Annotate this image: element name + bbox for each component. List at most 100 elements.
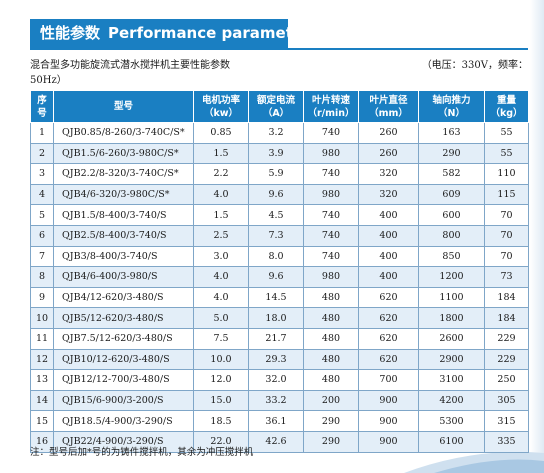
table-row: 4 QJB4/6-320/3-980C/S* 4.0 9.6 980 320 609 115	[30, 183, 529, 206]
table-cell: 5	[30, 204, 54, 226]
table-cell: 740	[303, 163, 359, 185]
table-row: 15 QJB18.5/4-900/3-290/S 18.5 36.1 290 900 530…	[30, 410, 529, 432]
caption-voltage-note: （电压：330V，频率：	[421, 60, 528, 71]
table-cell: QJB4/6-320/3-980C/S*	[53, 183, 194, 206]
table-cell: 320	[358, 183, 419, 206]
table-cell: 70	[484, 224, 529, 247]
table-cell: 3.9	[248, 142, 304, 165]
table-cell: 609	[418, 183, 485, 206]
table-cell: 7.5	[193, 327, 249, 350]
column-header-line2: （mm）	[369, 107, 408, 119]
table-row: 8 QJB4/6-400/3-980/S 4.0 9.6 980 400 1200 73	[30, 266, 529, 288]
table-cell: 18.5	[193, 410, 249, 432]
table-cell: 8	[30, 266, 54, 288]
table-row: 12 QJB10/12-620/3-480/S 10.0 29.3 480 620 2900…	[30, 348, 529, 371]
table-cell: 290	[303, 430, 359, 453]
table-cell: 21.7	[248, 327, 304, 350]
table-cell: 3.2	[248, 122, 304, 144]
table-row: 5 QJB1.5/8-400/3-740/S 1.5 4.5 740 400 600 70	[30, 204, 529, 226]
column-header-line1: 轴向推力	[432, 94, 471, 106]
section-header: 性能参数 Performance parameter	[30, 19, 310, 48]
table-cell: 4.5	[248, 204, 304, 226]
table-cell: 980	[303, 266, 359, 288]
table-cell: 2.5	[193, 224, 249, 247]
table-cell: 5300	[418, 410, 485, 432]
table-row: 1 QJB0.85/8-260/3-740C/S* 0.85 3.2 740 260 163…	[30, 122, 529, 144]
table-row: 10 QJB5/12-620/3-480/S 5.0 18.0 480 620 1800 18…	[30, 307, 529, 329]
table-cell: 5.9	[248, 163, 304, 185]
table-cell: 740	[303, 245, 359, 268]
table-cell: 260	[358, 142, 419, 165]
table-cell: 200	[303, 389, 359, 412]
table-row: 6 QJB2.5/8-400/3-740/S 2.5 7.3 740 400 800 70	[30, 224, 529, 247]
table-cell: 14.5	[248, 286, 304, 309]
table-cell: 260	[358, 122, 419, 144]
table-cell: QJB7.5/12-620/3-480/S	[53, 327, 194, 350]
column-header-line1: 额定电流	[256, 94, 295, 106]
table-cell: 1200	[418, 266, 485, 288]
table-cell: 3100	[418, 369, 485, 391]
table-cell: 3.0	[193, 245, 249, 268]
header-title-en: Performance parameter	[108, 24, 311, 42]
table-cell: 70	[484, 245, 529, 268]
header-rule	[30, 48, 528, 50]
table-cell: 740	[303, 224, 359, 247]
table-cell: 0.85	[193, 122, 249, 144]
table-cell: 4.0	[193, 183, 249, 206]
table-cell: 163	[418, 122, 485, 144]
table-cell: 315	[484, 410, 529, 432]
table-cell: QJB4/12-620/3-480/S	[53, 286, 194, 309]
column-header-line1: 电机功率	[201, 94, 240, 106]
table-header-row: 序号型号 电机功率 （kw） 额定电流 （A） 叶片转速 （r/min） 叶片直径 （mm） 轴向…	[30, 90, 529, 123]
table-cell: 400	[358, 204, 419, 226]
table-cell: QJB5/12-620/3-480/S	[53, 307, 194, 329]
table-cell: 620	[358, 327, 419, 350]
table-cell: 600	[418, 204, 485, 226]
table-cell: QJB15/6-900/3-200/S	[53, 389, 194, 412]
table-cell: 1800	[418, 307, 485, 329]
table-cell: 480	[303, 369, 359, 391]
table-cell: 32.0	[248, 369, 304, 391]
table-cell: 6	[30, 224, 54, 247]
table-cell: 700	[358, 369, 419, 391]
table-cell: 36.1	[248, 410, 304, 432]
column-header-line1: 序	[37, 94, 47, 106]
table-cell: 16	[30, 430, 54, 453]
column-header-line2: （r/min）	[307, 107, 355, 119]
table-cell: 13	[30, 369, 54, 391]
column-header-line2: （kg）	[490, 107, 523, 119]
table-row: 9 QJB4/12-620/3-480/S 4.0 14.5 480 620 1100 184	[30, 286, 529, 309]
table-cell: 290	[418, 142, 485, 165]
table-cell: 582	[418, 163, 485, 185]
table-cell: 115	[484, 183, 529, 206]
table-cell: 900	[358, 430, 419, 453]
table-cell: 55	[484, 122, 529, 144]
column-header-line2: （N）	[438, 107, 465, 119]
table-cell: 2600	[418, 327, 485, 350]
table-cell: 29.3	[248, 348, 304, 371]
table-cell: 4.0	[193, 286, 249, 309]
table-cell: 250	[484, 369, 529, 391]
table-cell: QJB18.5/4-900/3-290/S	[53, 410, 194, 432]
table-row: 14 QJB15/6-900/3-200/S 15.0 33.2 200 900 4200 3…	[30, 389, 529, 412]
table-cell: 7.3	[248, 224, 304, 247]
table-cell: 2900	[418, 348, 485, 371]
table-cell: 320	[358, 163, 419, 185]
table-cell: QJB1.5/8-400/3-740/S	[53, 204, 194, 226]
table-cell: 12	[30, 348, 54, 371]
column-header: 重量 （kg）	[484, 90, 529, 123]
column-header-line2: （A）	[262, 107, 290, 119]
table-cell: 229	[484, 327, 529, 350]
table-cell: 22.0	[193, 430, 249, 453]
table-cell: QJB4/6-400/3-980/S	[53, 266, 194, 288]
table-cell: 480	[303, 286, 359, 309]
table-cell: 620	[358, 286, 419, 309]
table-cell: QJB22/4-900/3-290/S	[53, 430, 194, 453]
column-header: 叶片转速 （r/min）	[303, 90, 359, 123]
table-cell: QJB1.5/6-260/3-980C/S*	[53, 142, 194, 165]
table-cell: 12.0	[193, 369, 249, 391]
column-header: 型号	[53, 90, 194, 123]
table-cell: 14	[30, 389, 54, 412]
table-cell: QJB2.5/8-400/3-740/S	[53, 224, 194, 247]
table-cell: 8.0	[248, 245, 304, 268]
